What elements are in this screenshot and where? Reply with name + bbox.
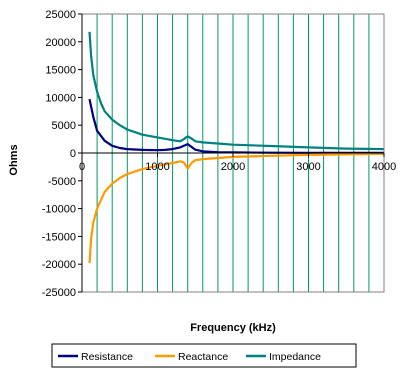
y-tick-label: 20000	[45, 37, 76, 49]
x-tick-label: 4000	[372, 161, 396, 173]
y-tick-label: -20000	[42, 259, 76, 271]
x-tick-label: 2000	[221, 161, 245, 173]
y-tick-label: -15000	[42, 231, 76, 243]
y-tick-label: 5000	[52, 120, 76, 132]
y-tick-label: -5000	[48, 176, 76, 188]
y-tick-label: -25000	[42, 287, 76, 299]
legend-label-reactance: Reactance	[178, 351, 228, 363]
y-tick-label: 10000	[45, 92, 76, 104]
y-tick-label: 25000	[45, 9, 76, 21]
y-tick-label: -10000	[42, 204, 76, 216]
legend-box	[51, 343, 357, 368]
y-tick-label: 0	[70, 148, 76, 160]
x-axis-title: Frequency (kHz)	[190, 322, 276, 334]
y-axis-title: Ohms	[8, 144, 20, 175]
axes	[78, 13, 385, 293]
x-tick-label: 3000	[296, 161, 320, 173]
legend: Resistance Reactance Impedance	[51, 343, 357, 368]
tick-labels: 2500020000150001000050000-5000-10000-150…	[42, 9, 397, 299]
x-tick-label: 1000	[145, 161, 169, 173]
legend-label-resistance: Resistance	[81, 351, 133, 363]
series-line-reactance	[88, 152, 385, 264]
y-tick-label: 15000	[45, 65, 76, 77]
legend-label-impedance: Impedance	[269, 351, 321, 363]
x-tick-label: 0	[79, 161, 85, 173]
series-line-impedance	[88, 31, 385, 151]
